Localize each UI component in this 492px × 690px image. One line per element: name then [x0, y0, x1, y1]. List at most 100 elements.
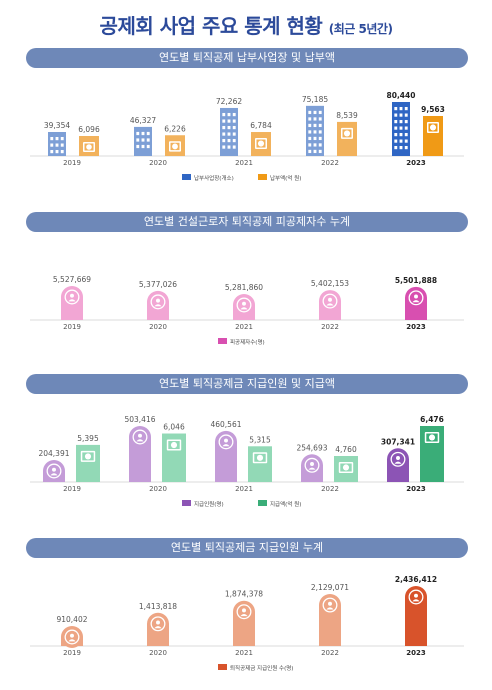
page-title: 공제회 사업 주요 통계 현황 (최근 5년간): [0, 10, 492, 39]
building-window: [394, 126, 398, 130]
legend-swatch: [258, 500, 267, 506]
bar-2020-1: [147, 290, 169, 320]
bar-2021-1: [233, 600, 255, 646]
person-shoulders: [240, 614, 248, 617]
data-label: 503,416: [124, 415, 155, 424]
chart-insured-workers: 5,527,669 5,377,026 5,281,860 5,402,153 5,50…: [30, 275, 464, 346]
person-head: [396, 455, 400, 460]
person-head: [414, 294, 418, 299]
page-title-suffix: (최근 5년간): [328, 22, 393, 36]
person-ring: [64, 289, 80, 305]
x-tick-label: 2020: [149, 159, 167, 167]
building-window: [146, 138, 150, 142]
data-label: 460,561: [210, 420, 241, 429]
bar-2020-2: [165, 135, 185, 156]
building-window: [308, 143, 312, 147]
x-tick-label: 2023: [406, 649, 426, 657]
money-coin: [256, 454, 264, 461]
building-window: [308, 130, 312, 134]
person-head: [138, 433, 142, 438]
legend-label: 납부사업장(개소): [194, 174, 234, 182]
person-ring: [150, 616, 166, 632]
data-label: 39,354: [44, 121, 70, 130]
chart-cumulative-recipients: 910,402 1,413,818 1,874,378 2,129,071 2,436,…: [30, 575, 464, 672]
person-head: [224, 438, 228, 443]
bar-2021-1: [220, 107, 238, 156]
building-window: [222, 125, 226, 130]
money-coin: [257, 140, 265, 147]
legend-swatch: [218, 338, 227, 344]
section1-banner: 연도별 퇴직공제 납부사업장 및 납부액: [26, 48, 468, 68]
building-window: [318, 136, 322, 141]
building-window: [60, 143, 64, 147]
data-label: 46,327: [130, 116, 156, 125]
building-window: [318, 143, 322, 147]
building-window: [60, 137, 64, 141]
money-coin: [429, 124, 437, 131]
building-window: [313, 143, 317, 147]
building-window: [227, 132, 231, 136]
building-window: [55, 137, 59, 141]
x-tick-label: 2022: [321, 485, 339, 493]
building-window: [222, 119, 226, 123]
bar-2019-1: [43, 460, 65, 482]
building-window: [141, 144, 145, 149]
person-ring: [132, 429, 148, 445]
data-label: 75,185: [302, 95, 328, 104]
building-window: [394, 139, 398, 143]
bar-2023-1: [405, 586, 427, 646]
building-window: [404, 120, 408, 124]
building-window: [399, 113, 403, 117]
person-ring: [322, 597, 338, 613]
building-window: [232, 119, 236, 123]
x-tick-label: 2023: [406, 159, 426, 167]
data-label: 8,539: [336, 111, 358, 120]
bar-2020-2: [162, 433, 186, 482]
building-window: [394, 146, 398, 150]
building-window: [399, 107, 403, 111]
person-head: [52, 467, 56, 472]
bar-2022-1: [319, 594, 341, 646]
person-head: [328, 601, 332, 606]
building-window: [404, 107, 408, 111]
data-label: 204,391: [38, 449, 69, 458]
building-window: [313, 117, 317, 121]
building-window: [318, 149, 322, 154]
building-window: [136, 131, 140, 136]
x-tick-label: 2021: [235, 485, 253, 493]
building-window: [50, 137, 54, 141]
building-window: [222, 132, 226, 136]
building-window: [50, 150, 54, 154]
building-window: [308, 110, 312, 115]
building-window: [318, 123, 322, 128]
building-window: [227, 138, 231, 143]
data-label: 5,377,026: [139, 280, 177, 289]
x-tick-label: 2019: [63, 323, 81, 331]
data-label: 1,874,378: [225, 590, 263, 599]
person-shoulders: [68, 299, 76, 302]
money-coin: [343, 130, 351, 137]
building-window: [232, 138, 236, 143]
legend-label: 납부액(억 원): [270, 174, 301, 182]
person-head: [242, 301, 246, 306]
bar-2021-2: [248, 446, 272, 482]
data-label: 6,046: [163, 423, 185, 432]
person-shoulders: [154, 304, 162, 307]
money-coin: [170, 441, 178, 449]
data-label: 5,501,888: [395, 276, 437, 285]
money-coin: [84, 453, 92, 460]
bar-person-body: [215, 441, 237, 482]
building-window: [60, 150, 64, 154]
building-window: [308, 123, 312, 128]
x-tick-label: 2023: [406, 485, 426, 493]
money-coin: [86, 144, 92, 150]
building-window: [232, 112, 236, 117]
building-window: [141, 131, 145, 136]
x-tick-label: 2023: [406, 323, 426, 331]
x-tick-label: 2019: [63, 649, 81, 657]
person-ring: [236, 604, 252, 620]
person-ring: [150, 294, 166, 310]
building-window: [136, 138, 140, 142]
chart-payment-workplaces: 39,354 46,327 72,262 75,185 80,440 6,096 6,226…: [30, 91, 464, 182]
page-title-main: 공제회 사업 주요 통계 현황: [99, 14, 323, 38]
